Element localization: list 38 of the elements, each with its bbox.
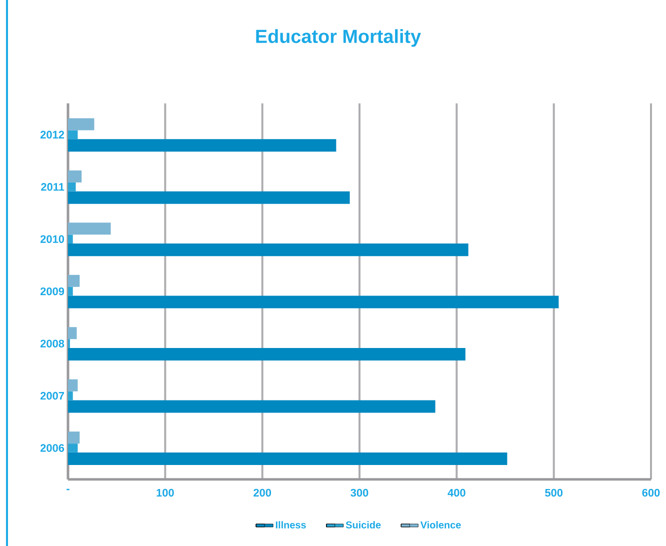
y-tick-label: 2012 xyxy=(40,130,64,139)
bar xyxy=(68,400,436,413)
bar xyxy=(68,244,468,256)
legend-label: Violence xyxy=(420,521,461,528)
bar xyxy=(68,327,77,340)
x-tick-label: 600 xyxy=(642,488,660,497)
x-tick-label: 400 xyxy=(448,488,466,497)
chart-title: Educator Mortality xyxy=(256,29,421,47)
bar xyxy=(68,379,78,392)
y-tick-label: 2006 xyxy=(40,444,64,452)
bar xyxy=(68,170,82,182)
bar xyxy=(68,182,76,192)
y-tick-label: 2010 xyxy=(40,235,64,243)
y-tick-label: 2008 xyxy=(40,340,64,348)
bar xyxy=(68,432,80,444)
bar xyxy=(68,286,73,296)
x-tick-label: 100 xyxy=(156,488,174,497)
bar xyxy=(68,222,111,235)
bar xyxy=(68,391,73,400)
bar xyxy=(68,296,559,308)
legend-label: Illness xyxy=(276,521,306,528)
bar xyxy=(68,234,73,244)
bar xyxy=(68,130,78,140)
bar xyxy=(68,444,78,452)
bar xyxy=(68,274,80,287)
bar xyxy=(68,118,94,130)
bar xyxy=(68,191,350,204)
y-tick-label: 2007 xyxy=(40,392,64,400)
y-tick-label: 2011 xyxy=(41,183,64,191)
x-tick-label: - xyxy=(66,488,70,490)
x-tick-label: 500 xyxy=(545,488,563,497)
x-tick-label: 300 xyxy=(350,488,368,497)
bar xyxy=(68,139,336,152)
bar xyxy=(68,348,466,361)
bar xyxy=(68,452,508,465)
legend-label: Suicide xyxy=(346,521,381,528)
y-tick-label: 2009 xyxy=(40,287,64,296)
x-tick-label: 200 xyxy=(254,488,272,497)
